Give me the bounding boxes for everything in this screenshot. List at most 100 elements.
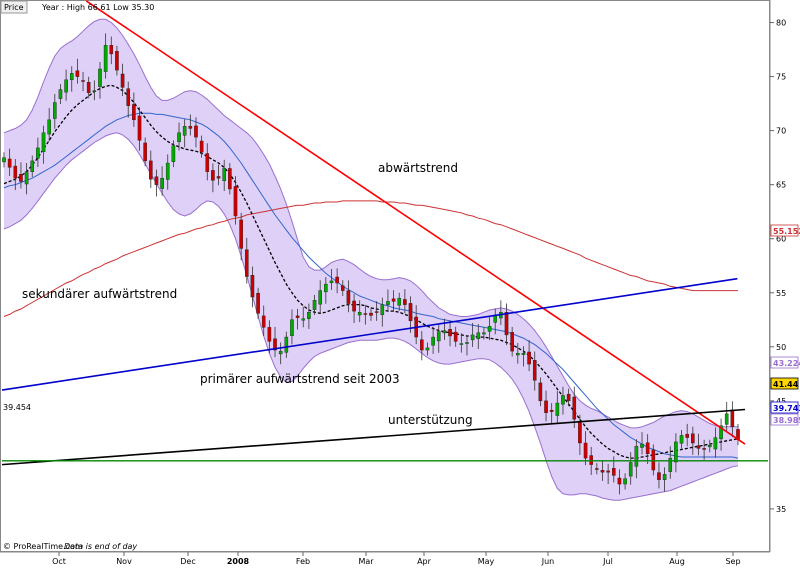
candle-body <box>391 298 396 302</box>
candle-body <box>425 347 430 351</box>
candle-body <box>13 165 18 179</box>
candle <box>239 212 243 261</box>
trendline-resistance[interactable] <box>85 0 746 445</box>
candle-body <box>578 421 582 444</box>
candle <box>81 71 85 92</box>
candle-body <box>36 147 40 159</box>
candle-body <box>538 382 543 402</box>
right-axis-panel <box>770 0 800 552</box>
candle <box>261 305 266 336</box>
candle-body <box>380 304 385 316</box>
y-tick-label: 35 <box>776 505 786 514</box>
candle-body <box>719 425 723 440</box>
candle-body <box>165 162 170 180</box>
candle-body <box>448 329 452 337</box>
candle-body <box>216 176 221 179</box>
candle <box>453 326 458 347</box>
candle <box>628 452 633 485</box>
candle-body <box>516 353 520 356</box>
candle-body <box>611 468 616 476</box>
candle <box>205 143 210 181</box>
candle-body <box>707 444 712 448</box>
price-badge: 38.985 <box>770 413 800 426</box>
candle-body <box>120 73 125 88</box>
candle-body <box>143 142 147 162</box>
candle-body <box>69 73 74 81</box>
candle <box>75 58 80 84</box>
candle-body <box>267 327 272 342</box>
candle <box>216 164 221 186</box>
candle-body <box>634 446 639 467</box>
candle <box>256 287 260 319</box>
candle <box>58 84 63 105</box>
candle <box>165 154 170 190</box>
candle-body <box>188 126 193 129</box>
candle-body <box>126 88 131 106</box>
y-tick-label: 50 <box>776 343 786 352</box>
candle-body <box>640 443 644 448</box>
candle <box>120 63 125 97</box>
annotation-down-trend: abwärtstrend <box>378 161 458 175</box>
candle-body <box>132 104 136 121</box>
upper-band-line <box>3 18 738 429</box>
candle-body <box>487 326 492 332</box>
y-tick-label: 80 <box>776 19 786 28</box>
candle <box>182 119 187 148</box>
candle-body <box>606 470 610 473</box>
sma200-line <box>3 200 738 317</box>
candle <box>516 343 520 364</box>
candle <box>583 431 588 466</box>
trendline-primary[interactable] <box>1 408 746 466</box>
candle <box>357 300 362 323</box>
candle <box>92 80 97 101</box>
price-tab[interactable] <box>0 0 28 14</box>
candle <box>510 326 514 357</box>
candle <box>476 324 481 350</box>
candle-body <box>623 478 627 485</box>
price-badge-label: 39.743 <box>773 404 800 413</box>
candle-body <box>7 158 12 168</box>
candle <box>177 122 181 151</box>
candle <box>211 163 215 193</box>
candle <box>549 403 554 424</box>
bollinger-band-area <box>4 19 738 501</box>
y-tick-label: 75 <box>776 73 786 82</box>
candle <box>561 386 565 415</box>
x-tick-label: Mar <box>358 557 374 566</box>
support-level-label: 39.454 <box>3 403 31 412</box>
candle <box>482 327 486 340</box>
candle <box>606 463 610 485</box>
candle <box>623 473 627 490</box>
y-tick-label: 45 <box>776 397 786 406</box>
candle <box>651 444 656 476</box>
candle-body <box>583 442 588 459</box>
candle-body <box>92 90 97 92</box>
candle <box>30 155 35 178</box>
candle-body <box>148 160 153 180</box>
candle <box>278 342 283 365</box>
candle <box>154 169 159 197</box>
candles-layer <box>2 33 740 495</box>
price-badge: 41.44 <box>770 377 799 390</box>
price-badge-box <box>770 413 799 426</box>
candle <box>674 433 678 473</box>
candle <box>284 331 289 358</box>
price-badge-box <box>770 401 799 414</box>
candle-body <box>86 82 91 93</box>
price-badge-box <box>770 224 799 237</box>
candle-body <box>177 132 181 143</box>
candle <box>436 324 441 353</box>
candle <box>719 418 723 451</box>
candle-body <box>724 413 729 425</box>
x-tick-label: Sep <box>725 557 740 566</box>
candle <box>691 426 695 455</box>
candle-body <box>668 457 673 472</box>
candle-body <box>115 51 119 71</box>
candle-body <box>329 280 334 284</box>
year-range-text: Year : High 66.61 Low 35.30 <box>41 3 154 12</box>
candle <box>171 140 176 168</box>
candle <box>668 446 673 479</box>
candle-body <box>24 171 29 185</box>
trendline-secondary[interactable] <box>1 277 738 391</box>
